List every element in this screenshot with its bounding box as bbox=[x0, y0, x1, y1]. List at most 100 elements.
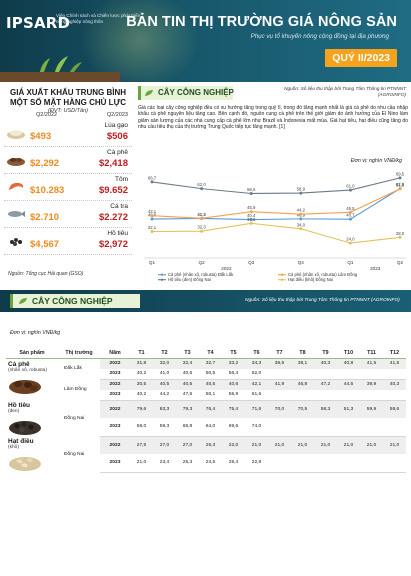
price-cell: 27,0 bbox=[176, 436, 199, 454]
price-cell: 38,1 bbox=[291, 358, 314, 369]
price-cell: 41,5 bbox=[383, 358, 406, 369]
price-cell: 44,5 bbox=[337, 379, 360, 390]
market-cell: Đồng Nai bbox=[64, 451, 85, 457]
price-cell: 83,3 bbox=[153, 400, 176, 418]
price-cell: 61,6 bbox=[245, 389, 268, 401]
price-cell: 24,5 bbox=[199, 454, 222, 473]
pepper-seeds-icon bbox=[9, 421, 41, 435]
price-cell: 30,5 bbox=[130, 379, 153, 390]
export-item: Lúa gạo $493 $506 bbox=[4, 120, 132, 147]
data-label: 41,3 bbox=[197, 212, 206, 217]
price-cell: 21,0 bbox=[314, 436, 337, 454]
price-cell: 25,4 bbox=[222, 454, 245, 473]
price-cell: 23,4 bbox=[153, 454, 176, 473]
data-point bbox=[150, 217, 154, 221]
price-cell: 39,9 bbox=[360, 379, 383, 390]
coffee-icon bbox=[7, 158, 25, 166]
table-row: Cà phê (nhân xô, robusta) Đắk Lắk 2022 31,8 3… bbox=[6, 358, 406, 394]
table-row: Hạt điều (khô) Đồng Nai 2022 27,5 27,0 27,0 26,… bbox=[6, 436, 406, 471]
price-cell: 40,8 bbox=[337, 358, 360, 369]
price-cell bbox=[383, 418, 406, 437]
table-row: Lâm Đồng 2022 30,5 40,5 40,5 40,5 40,6 42,1 41,9… bbox=[6, 379, 406, 392]
legend-entry: Cà phê (nhân xô, robusta) Đắk Lắk bbox=[168, 272, 234, 277]
price-cell: 21,0 bbox=[130, 454, 153, 473]
export-item-value-2022: $493 bbox=[30, 131, 52, 142]
price-cell: 31,8 bbox=[130, 358, 153, 369]
data-label: 32,3 bbox=[197, 225, 206, 230]
monthly-price-table: Sản phẩm Thị trường Năm T1 T2 T3 T4 T5 T… bbox=[6, 348, 406, 473]
export-item-name: Cá tra bbox=[110, 203, 128, 210]
series-line bbox=[151, 222, 401, 244]
year-cell: 2023 bbox=[100, 368, 130, 380]
legend-marker bbox=[280, 278, 284, 281]
data-label: 24,0 bbox=[346, 237, 355, 242]
price-cell: 21,0 bbox=[337, 436, 360, 454]
export-item-value-2023: $2,972 bbox=[98, 239, 128, 250]
price-cell: 21,0 bbox=[245, 436, 268, 454]
price-cell: 79,6 bbox=[130, 400, 153, 418]
table-row: 2023 58,0 59,3 65,8 64,0 69,6 74,0 bbox=[6, 418, 406, 437]
price-cell bbox=[383, 368, 406, 380]
logo-text: IPSARD bbox=[6, 14, 71, 32]
col-header: T5 bbox=[222, 348, 245, 359]
export-panel-title: GIÁ XUẤT KHẨU TRUNG BÌNH MỘT SỐ MẶT HÀNG… bbox=[10, 88, 126, 107]
year-cell: 2022 bbox=[100, 436, 130, 454]
page-two-section-header: CÂY CÔNG NGHIỆP Nguồn: Số liệu thu thập … bbox=[10, 294, 410, 308]
price-cell: 21,0 bbox=[360, 436, 383, 454]
price-cell bbox=[291, 418, 314, 437]
price-cell bbox=[314, 454, 337, 473]
year-cell: 2022 bbox=[100, 358, 130, 369]
price-cell bbox=[314, 389, 337, 401]
year-cell: 2022 bbox=[100, 400, 130, 418]
price-cell: 59,3 bbox=[153, 418, 176, 437]
data-label: 43,1 bbox=[148, 209, 157, 214]
cashew-icon bbox=[9, 457, 41, 471]
data-label: 28,0 bbox=[396, 231, 405, 236]
export-item-value-2023: $506 bbox=[106, 131, 128, 142]
col-header: T3 bbox=[176, 348, 199, 359]
product-sub: (nhân xô, robusta) bbox=[8, 367, 47, 373]
price-cell: 42,1 bbox=[245, 379, 268, 390]
bulletin-title: BẢN TIN THỊ TRƯỜNG GIÁ NÔNG SẢN bbox=[126, 14, 397, 30]
export-item-value-2023: $2,418 bbox=[98, 158, 128, 169]
price-cell: 32,0 bbox=[153, 358, 176, 369]
price-cell: 33,2 bbox=[222, 358, 245, 369]
col-header: T8 bbox=[291, 348, 314, 359]
table-header-row: Sản phẩm Thị trường Năm T1 T2 T3 T4 T5 T… bbox=[6, 348, 406, 359]
price-cell: 71,6 bbox=[245, 400, 268, 418]
legend-marker bbox=[160, 278, 164, 281]
fish-icon bbox=[8, 211, 25, 217]
table-row: Hồ tiêu (đen) Đồng Nai 2022 79,6 83,3 79,3 76,4… bbox=[6, 400, 406, 435]
price-cell: 40,3 bbox=[314, 358, 337, 369]
x-tick-label: Q4 bbox=[298, 260, 305, 265]
price-cell: 21,0 bbox=[383, 436, 406, 454]
price-cell: 40,6 bbox=[222, 379, 245, 390]
price-cell: 36,6 bbox=[268, 358, 291, 369]
price-cell: 21,0 bbox=[291, 436, 314, 454]
year-cell: 2023 bbox=[100, 454, 130, 473]
col-header: T11 bbox=[360, 348, 383, 359]
section-label: CÂY CÔNG NGHIỆP bbox=[32, 296, 113, 306]
data-point bbox=[299, 217, 303, 221]
data-point bbox=[200, 229, 204, 233]
page-one: IPSARD Viện Chính sách và Chiến lược phá… bbox=[0, 0, 411, 285]
shrimp-icon bbox=[9, 182, 24, 190]
price-cell: 79,3 bbox=[176, 400, 199, 418]
price-cell: 56,4 bbox=[222, 368, 245, 380]
price-cell: 40,6 bbox=[176, 368, 199, 380]
data-point bbox=[348, 241, 352, 245]
product-cell: Hạt điều (khô) bbox=[6, 436, 58, 472]
legend-entry: Hạt điều (khô) Đồng Nai bbox=[288, 277, 333, 282]
price-cell: 70,0 bbox=[268, 400, 291, 418]
price-cell: 32,4 bbox=[176, 358, 199, 369]
price-cell: 40,5 bbox=[153, 379, 176, 390]
data-label: 40,4 bbox=[247, 213, 256, 218]
data-point bbox=[398, 187, 402, 191]
market-cell: Lâm Đồng bbox=[64, 387, 87, 392]
price-cell: 70,5 bbox=[291, 400, 314, 418]
data-point bbox=[249, 221, 253, 225]
x-tick-label: Q2 bbox=[199, 260, 206, 265]
price-cell bbox=[360, 454, 383, 473]
product-sub: (đen) bbox=[8, 409, 20, 414]
table-row: 2023 40,2 44,2 47,6 50,1 55,9 61,6 bbox=[6, 389, 406, 401]
